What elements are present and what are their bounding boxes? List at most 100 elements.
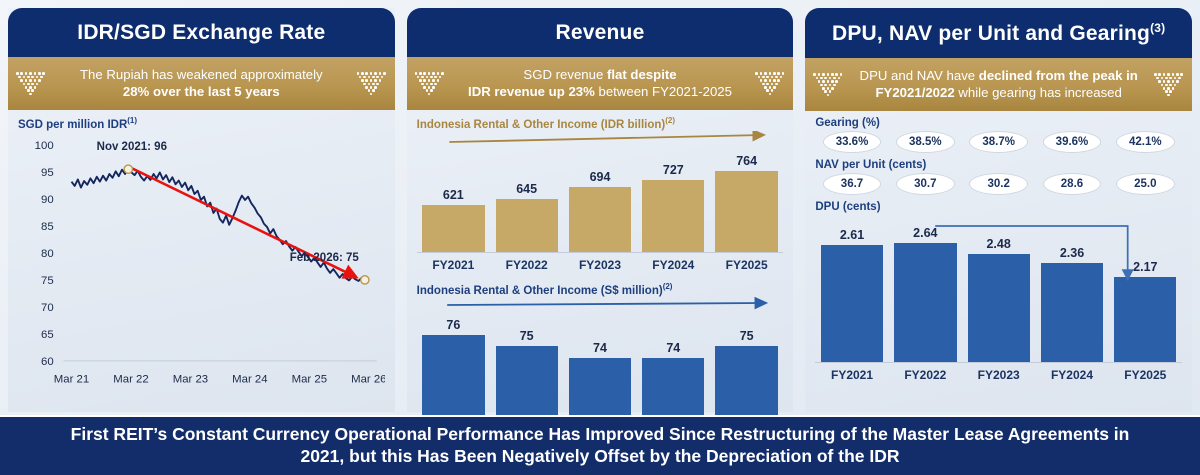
bar-category-label: FY2023 <box>578 257 621 272</box>
bar-item: 2.17 <box>1114 260 1177 362</box>
fx-line-chart: 100 95 90 85 80 75 70 65 60 Mar 21 Mar 22 Mar 23 Mar… <box>18 131 385 401</box>
annotation-latest: Feb 2026: 75 <box>289 251 359 264</box>
bar-item: 74 <box>642 340 705 415</box>
bar-value-label: 2.36 <box>1059 246 1085 261</box>
svg-text:Mar 24: Mar 24 <box>232 373 267 385</box>
svg-text:Mar 21: Mar 21 <box>54 373 89 385</box>
bar-item: 764 <box>715 153 778 252</box>
panel-title-revenue: Revenue <box>406 8 794 57</box>
bar-category-label: FY2025 <box>725 257 768 272</box>
banner-text: DPU and NAV have <box>859 68 979 83</box>
svg-text:85: 85 <box>41 221 54 233</box>
bar <box>715 170 778 252</box>
bar <box>422 204 485 252</box>
revenue-chart-body: Indonesia Rental & Other Income (IDR bil… <box>407 110 794 439</box>
bar-category-label: FY2023 <box>977 367 1020 382</box>
svg-text:100: 100 <box>35 140 54 152</box>
dot-motif-icon <box>1152 71 1186 97</box>
svg-text:65: 65 <box>41 329 54 341</box>
banner-revenue: SGD revenue flat despite IDR revenue up … <box>406 57 794 110</box>
bar <box>495 199 558 252</box>
dpu-chart-body: Gearing (%) 33.6% 38.5% 38.7% 39.6% 42.1% NA… <box>805 111 1192 412</box>
bar-value-label: 727 <box>662 162 684 177</box>
value-pill: 42.1% <box>1115 130 1175 153</box>
footer-banner: First REIT’s Constant Currency Operation… <box>0 415 1200 475</box>
annotation-peak: Nov 2021: 96 <box>96 140 167 153</box>
panel-title-dpu: DPU, NAV per Unit and Gearing(3) <box>805 8 1193 58</box>
bar-value-label: 2.48 <box>986 237 1011 252</box>
banner-text-bold: flat despite <box>606 67 677 82</box>
bar <box>422 334 485 415</box>
banner-text: SGD revenue <box>523 67 607 82</box>
bar-item: 2.61 <box>820 228 884 362</box>
svg-text:Mar 25: Mar 25 <box>292 373 327 385</box>
bar-item: 727 <box>642 162 705 252</box>
exchange-rate-chart-body: SGD per million IDR(1) 100 95 90 85 80 75 70 65… <box>8 110 395 412</box>
dot-motif-icon <box>355 70 389 96</box>
banner-dpu: DPU and NAV have declined from the peak … <box>805 58 1193 111</box>
svg-text:60: 60 <box>41 356 54 368</box>
bar-category-label: FY2022 <box>904 367 947 382</box>
bar <box>715 346 778 415</box>
nav-label: NAV per Unit (cents) <box>815 158 927 171</box>
bar-value-label: 694 <box>589 170 611 185</box>
nav-values-row: 36.7 30.7 30.2 28.6 25.0 <box>815 172 1182 195</box>
svg-text:Mar 23: Mar 23 <box>173 373 208 385</box>
bar-value-label: 76 <box>446 317 461 332</box>
bar-item: 74 <box>568 340 632 415</box>
bar-value-label: 74 <box>666 340 681 355</box>
value-pill: 25.0 <box>1115 172 1175 195</box>
idr-trend-arrow-icon <box>417 128 784 145</box>
sgd-chart-title: Indonesia Rental & Other Income (S$ mill… <box>416 281 673 297</box>
bar-value-label: 645 <box>516 182 538 197</box>
svg-text:95: 95 <box>41 167 54 179</box>
dpu-bar-chart: 2.61 2.64 2.48 2.36 2.17 FY2021 FY2022 FY2023 F… <box>815 213 1183 382</box>
value-pill: 33.6% <box>822 130 882 153</box>
bar-item: 75 <box>495 329 558 415</box>
bar <box>1040 263 1104 362</box>
svg-text:90: 90 <box>41 194 54 206</box>
bar-item: 2.64 <box>894 225 957 362</box>
footer-line-1: First REIT’s Constant Currency Operation… <box>70 424 1130 445</box>
bar <box>568 357 632 415</box>
bar-value-label: 74 <box>593 340 607 355</box>
y-axis-title: SGD per million IDR(1) <box>18 115 138 131</box>
bar-value-label: 2.64 <box>913 225 938 240</box>
bar-value-label: 764 <box>736 153 758 168</box>
value-pill: 30.7 <box>896 172 955 195</box>
bar-value-label: 2.61 <box>839 228 865 243</box>
dpu-label: DPU (cents) <box>815 200 881 213</box>
banner-line-2: 28% over the last 5 years <box>122 84 280 100</box>
bar <box>642 179 705 252</box>
bar-category-label: FY2022 <box>505 257 548 272</box>
footer-line-2: 2021, but this Has Been Negatively Offse… <box>300 446 900 466</box>
sgd-trend-arrow-icon <box>417 296 784 311</box>
bar-item: 621 <box>422 188 485 252</box>
banner-text-bold: FY2021/2022 <box>875 85 955 101</box>
svg-text:80: 80 <box>41 248 54 260</box>
bar-item: 645 <box>495 182 558 252</box>
dot-motif-icon <box>413 70 447 96</box>
panel-title-exchange-rate: IDR/SGD Exchange Rate <box>8 8 395 57</box>
panel-row: IDR/SGD Exchange Rate The Rupiah has wea… <box>8 8 1193 435</box>
gearing-label: Gearing (%) <box>815 116 880 129</box>
panel-revenue: Revenue SGD revenue flat despite IDR rev… <box>406 8 794 435</box>
bar <box>894 242 957 362</box>
bar <box>967 254 1030 362</box>
bar <box>1114 276 1177 362</box>
bar-category-label: FY2021 <box>432 257 475 272</box>
svg-text:Mar 26: Mar 26 <box>351 373 385 385</box>
bar-category-label: FY2024 <box>1050 367 1093 382</box>
bar-category-label: FY2024 <box>652 257 695 272</box>
bar <box>642 357 705 415</box>
dot-motif-icon <box>14 70 48 96</box>
value-pill: 38.5% <box>896 130 955 153</box>
bar <box>820 245 884 362</box>
bar-item: 75 <box>715 329 778 415</box>
panel-exchange-rate: IDR/SGD Exchange Rate The Rupiah has wea… <box>8 8 395 412</box>
banner-text-bold: IDR revenue up 23% <box>468 84 595 100</box>
idr-chart-title: Indonesia Rental & Other Income (IDR bil… <box>416 115 676 131</box>
bar-item: 2.48 <box>967 237 1030 362</box>
bar-category-label: FY2025 <box>1124 367 1167 382</box>
